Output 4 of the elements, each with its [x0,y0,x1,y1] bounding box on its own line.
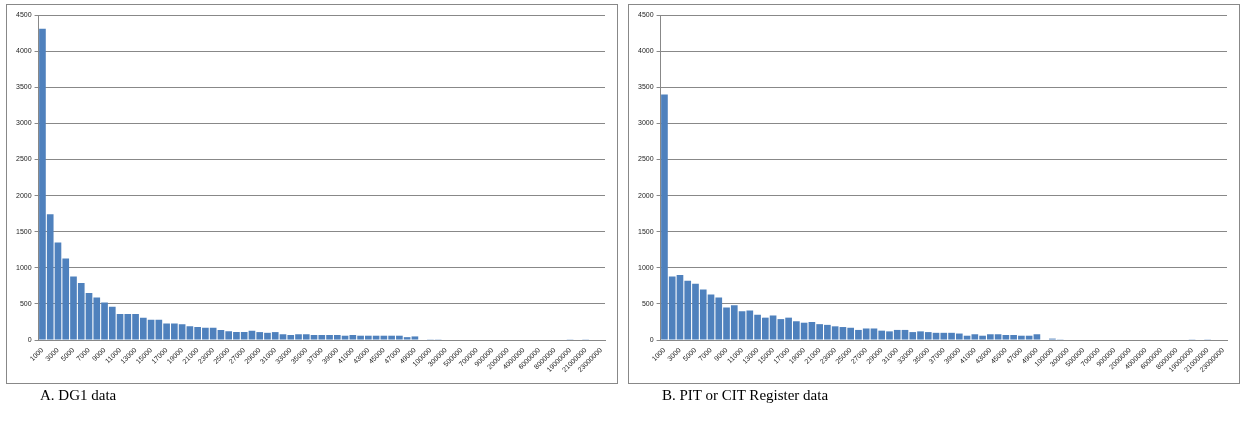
text: B. PIT or CIT Register data [661,386,830,404]
text: A. DG1 data [39,386,118,404]
bar [1033,334,1041,340]
bar [411,336,419,340]
